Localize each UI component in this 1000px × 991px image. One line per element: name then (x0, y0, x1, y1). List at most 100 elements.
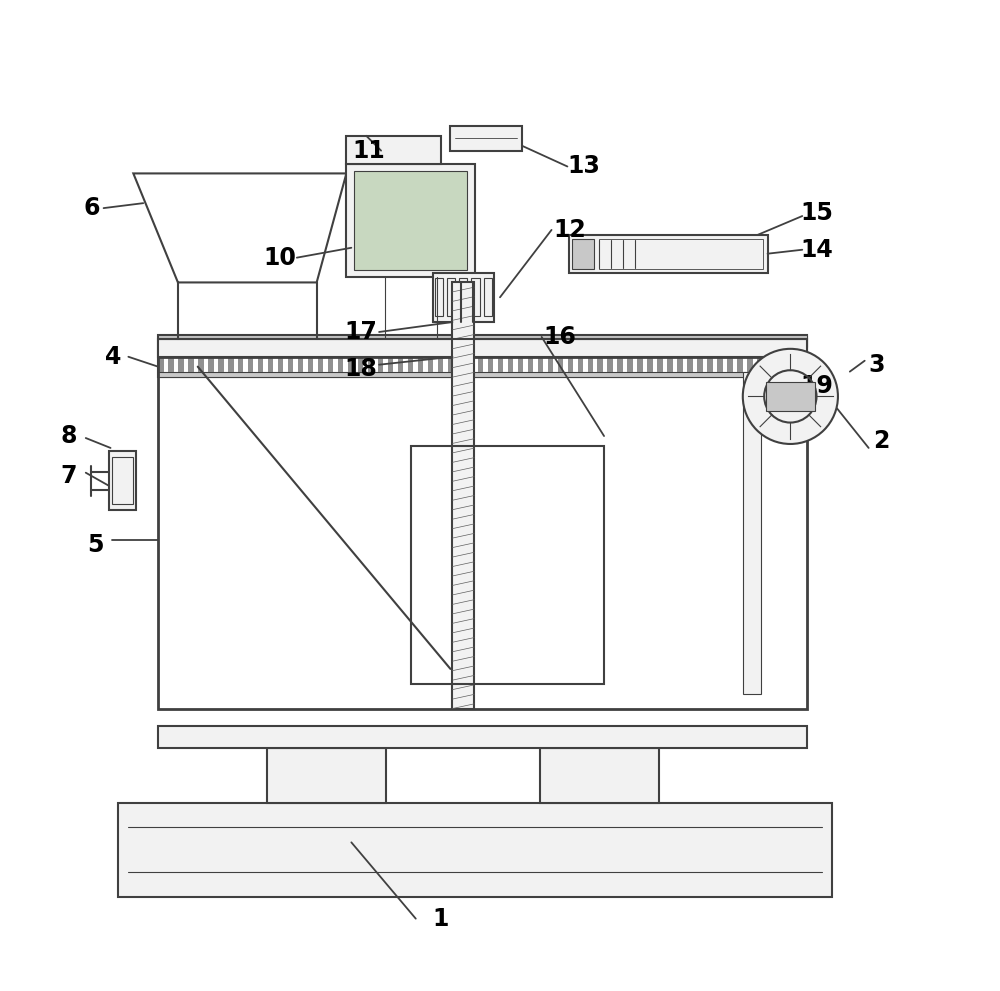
Bar (188, 347, 194, 372)
Bar (358, 347, 363, 372)
Bar (727, 347, 733, 372)
Text: 8: 8 (61, 424, 77, 448)
Bar (418, 347, 423, 372)
Bar (569, 235, 768, 273)
Bar (268, 347, 273, 372)
Text: 17: 17 (345, 320, 378, 344)
Bar (354, 171, 467, 270)
Bar (540, 748, 659, 803)
Bar (452, 282, 474, 709)
Bar (318, 347, 323, 372)
Circle shape (743, 349, 838, 444)
Bar (578, 347, 583, 372)
Bar (346, 164, 475, 277)
Text: 10: 10 (264, 246, 296, 270)
Bar (657, 347, 663, 372)
Bar (471, 278, 480, 316)
Bar (158, 357, 807, 709)
Bar (378, 347, 383, 372)
Bar (548, 347, 553, 372)
Bar (568, 347, 573, 372)
Bar (766, 382, 815, 411)
Text: 16: 16 (543, 325, 576, 349)
Bar (687, 347, 693, 372)
Bar (228, 347, 234, 372)
Bar (158, 339, 807, 357)
Bar (338, 347, 343, 372)
Bar (484, 278, 492, 316)
Text: 14: 14 (801, 238, 833, 262)
Bar (637, 347, 643, 372)
Bar (707, 347, 713, 372)
Text: 19: 19 (801, 375, 834, 398)
Bar (178, 347, 184, 372)
Bar (468, 347, 473, 372)
Bar (411, 446, 604, 684)
Bar (599, 239, 763, 269)
Bar (717, 347, 723, 372)
Bar (258, 347, 263, 372)
Bar (109, 451, 136, 510)
Text: 2: 2 (873, 429, 890, 453)
Bar (398, 347, 403, 372)
Bar (478, 347, 483, 372)
Bar (597, 347, 603, 372)
Bar (528, 347, 533, 372)
Bar (498, 347, 503, 372)
Bar (743, 372, 761, 694)
Bar (518, 347, 523, 372)
Bar (298, 347, 303, 372)
Text: 13: 13 (568, 155, 601, 178)
Bar (647, 347, 653, 372)
Bar (278, 347, 283, 372)
Bar (558, 347, 563, 372)
Bar (538, 347, 543, 372)
Bar (208, 347, 214, 372)
Bar (767, 347, 773, 372)
Bar (158, 335, 807, 347)
Bar (158, 372, 807, 377)
Bar (368, 347, 373, 372)
Bar (158, 335, 807, 377)
Bar (737, 347, 743, 372)
Bar (328, 347, 333, 372)
Text: 18: 18 (345, 357, 378, 381)
Bar (158, 726, 807, 748)
Text: 6: 6 (83, 196, 100, 220)
Bar (459, 278, 467, 316)
Bar (198, 347, 204, 372)
Text: 11: 11 (353, 139, 386, 163)
Bar (572, 239, 594, 269)
Bar (218, 347, 224, 372)
Text: 4: 4 (105, 345, 122, 369)
Text: 1: 1 (432, 907, 449, 931)
Bar (617, 347, 623, 372)
Bar (112, 457, 133, 504)
Bar (348, 347, 353, 372)
Bar (787, 347, 793, 372)
Bar (308, 347, 313, 372)
Text: 7: 7 (61, 464, 77, 488)
Bar (797, 347, 803, 372)
Bar (448, 347, 453, 372)
Text: 15: 15 (801, 201, 834, 225)
Bar (346, 136, 441, 164)
Bar (388, 347, 393, 372)
Bar (697, 347, 703, 372)
Bar (447, 278, 455, 316)
Text: 3: 3 (868, 353, 885, 377)
Bar (433, 273, 494, 322)
Bar (158, 347, 164, 372)
Bar (435, 278, 443, 316)
Bar (627, 347, 633, 372)
Bar (168, 347, 174, 372)
Bar (267, 748, 386, 803)
Bar (450, 126, 522, 151)
Bar (488, 347, 493, 372)
Bar (118, 803, 832, 897)
Bar (288, 347, 293, 372)
Bar (777, 347, 783, 372)
Bar (747, 347, 753, 372)
Bar (757, 347, 763, 372)
Bar (588, 347, 593, 372)
